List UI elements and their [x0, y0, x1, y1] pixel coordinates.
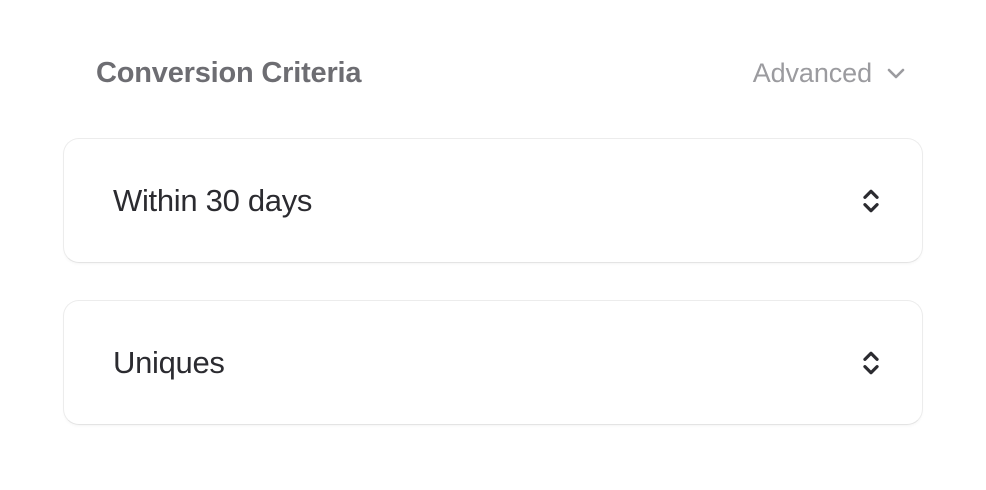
- page-title: Conversion Criteria: [96, 56, 362, 89]
- chevron-down-icon: [884, 61, 908, 85]
- select-count-method-value: Uniques: [113, 345, 225, 380]
- selector-updown-icon[interactable]: [858, 184, 884, 218]
- select-timeframe-value: Within 30 days: [113, 183, 313, 218]
- advanced-mode-toggle[interactable]: Advanced: [752, 57, 910, 88]
- selector-updown-icon[interactable]: [858, 346, 884, 380]
- select-timeframe[interactable]: Within 30 days: [63, 138, 923, 263]
- select-count-method[interactable]: Uniques: [63, 300, 923, 425]
- criteria-header: Conversion Criteria Advanced: [96, 50, 910, 96]
- advanced-mode-label: Advanced: [752, 57, 872, 88]
